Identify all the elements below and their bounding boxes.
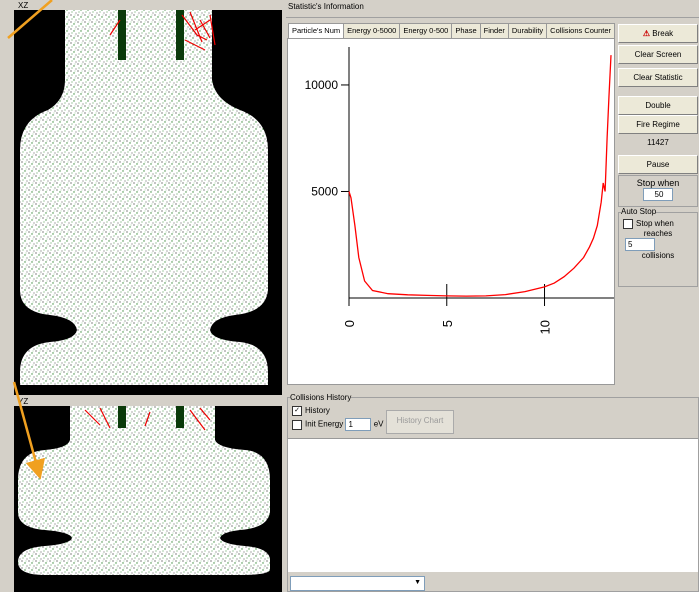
stop-when-group: Stop when 50 bbox=[618, 175, 698, 207]
pause-button[interactable]: Pause bbox=[618, 155, 698, 174]
tab[interactable]: Phase bbox=[451, 23, 480, 38]
collisions-history-group: Collisions History ✓History Init Energy … bbox=[287, 397, 699, 592]
group-title: Auto Stop bbox=[621, 207, 656, 216]
dropdown[interactable]: ▼ bbox=[290, 576, 425, 591]
checkbox-label: History bbox=[305, 406, 330, 415]
window-title: Statistic's Information bbox=[286, 0, 699, 18]
y-tick-label: 5000 bbox=[311, 184, 338, 198]
tab[interactable]: Collisions Counter bbox=[546, 23, 615, 38]
checkbox-label: Init Energy bbox=[305, 420, 343, 429]
x-tick-label: 10 bbox=[538, 320, 553, 334]
tab[interactable]: Durability bbox=[508, 23, 547, 38]
panel-label: XZ bbox=[18, 1, 28, 10]
break-button[interactable]: ⚠ Break bbox=[618, 24, 698, 43]
unit-label: eV bbox=[374, 420, 384, 429]
tab[interactable]: Finder bbox=[480, 23, 509, 38]
double-button[interactable]: Double bbox=[618, 96, 698, 115]
x-tick-label: 5 bbox=[440, 320, 455, 327]
checkbox[interactable]: ✓ bbox=[292, 406, 302, 416]
clear-statistic-button[interactable]: Clear Statistic bbox=[618, 68, 698, 87]
tab[interactable]: Energy 0-5000 bbox=[343, 23, 400, 38]
checkbox-label: Stop when bbox=[636, 219, 674, 228]
y-tick-label: 10000 bbox=[305, 78, 339, 92]
fire-regime-button[interactable]: Fire Regime bbox=[618, 115, 698, 134]
simulation-views: XZ YZ bbox=[0, 0, 286, 592]
tab[interactable]: Energy 0-500 bbox=[399, 23, 452, 38]
spinner[interactable]: 50 bbox=[643, 188, 673, 201]
x-tick-label: 0 bbox=[342, 320, 357, 327]
button-label: Break bbox=[652, 29, 673, 38]
clear-screen-button[interactable]: Clear Screen bbox=[618, 45, 698, 64]
checkbox[interactable] bbox=[292, 420, 302, 430]
page: XZ YZ Statistic's Information Particle's… bbox=[0, 0, 699, 592]
data-line bbox=[349, 55, 611, 296]
chart: 5000 10000 0 5 10 bbox=[287, 38, 615, 385]
spinner[interactable]: 1 bbox=[345, 418, 371, 431]
checkbox[interactable] bbox=[623, 219, 633, 229]
counter: 11427 bbox=[618, 134, 698, 153]
history-chart-button[interactable]: History Chart bbox=[386, 410, 454, 434]
auto-stop-group: Auto Stop Stop when reaches 5 collisions bbox=[618, 212, 698, 287]
spinner[interactable]: 5 bbox=[625, 238, 655, 251]
group-label: Stop when bbox=[619, 178, 697, 188]
history-list bbox=[288, 438, 698, 572]
tab[interactable]: Particle's Num bbox=[288, 23, 344, 38]
group-title: Collisions History bbox=[290, 393, 351, 402]
label: reaches bbox=[619, 229, 697, 238]
label: collisions bbox=[619, 251, 697, 260]
